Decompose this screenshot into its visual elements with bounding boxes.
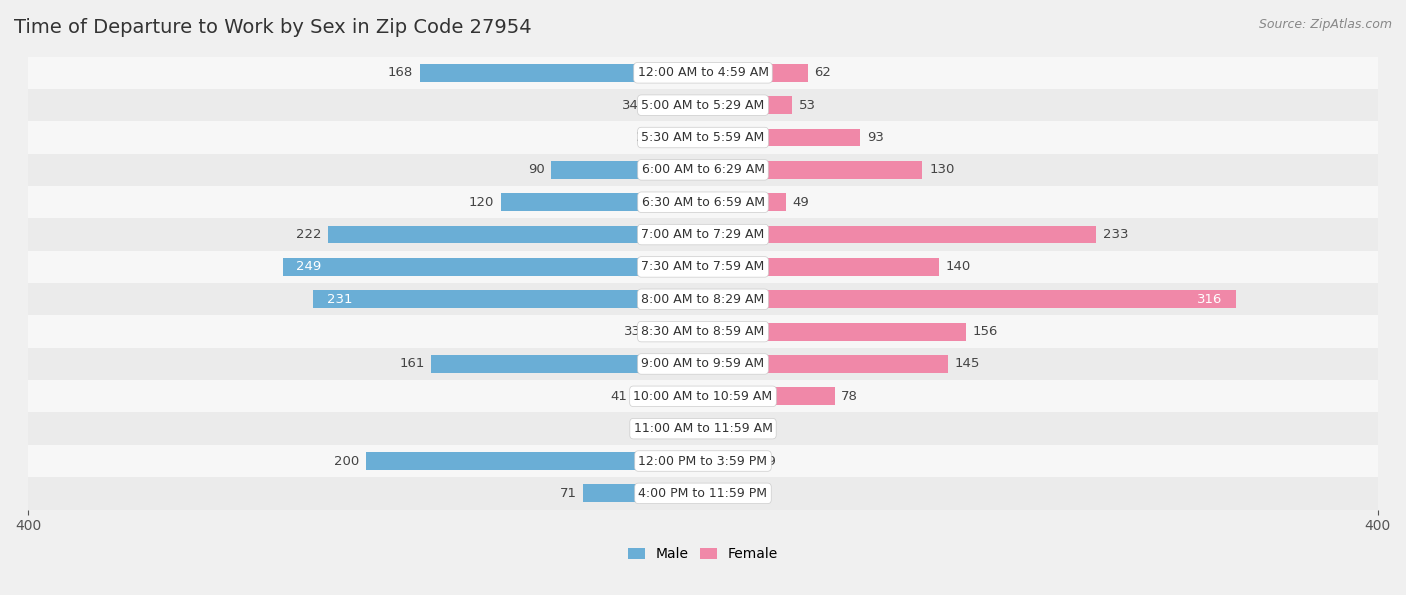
- Bar: [28, 445, 1378, 477]
- Bar: [28, 121, 1378, 154]
- Text: 5:30 AM to 5:59 AM: 5:30 AM to 5:59 AM: [641, 131, 765, 144]
- Bar: [703, 64, 807, 82]
- Text: 11:00 AM to 11:59 AM: 11:00 AM to 11:59 AM: [634, 422, 772, 435]
- Text: 17: 17: [651, 422, 668, 435]
- Bar: [28, 348, 1378, 380]
- Bar: [419, 64, 703, 82]
- Bar: [551, 161, 703, 178]
- Bar: [703, 419, 714, 437]
- Text: 222: 222: [297, 228, 322, 241]
- Bar: [659, 129, 703, 146]
- Text: 7: 7: [721, 422, 730, 435]
- Bar: [675, 419, 703, 437]
- Text: 34: 34: [621, 99, 638, 112]
- Text: 78: 78: [841, 390, 858, 403]
- Bar: [703, 129, 860, 146]
- Bar: [366, 452, 703, 470]
- Text: 90: 90: [527, 164, 544, 176]
- Text: 249: 249: [297, 261, 322, 274]
- Text: 12:00 AM to 4:59 AM: 12:00 AM to 4:59 AM: [637, 66, 769, 79]
- Bar: [28, 283, 1378, 315]
- Text: 33: 33: [624, 325, 641, 338]
- Bar: [703, 484, 725, 502]
- Bar: [703, 96, 793, 114]
- Text: 7:30 AM to 7:59 AM: 7:30 AM to 7:59 AM: [641, 261, 765, 274]
- Text: 5:00 AM to 5:29 AM: 5:00 AM to 5:29 AM: [641, 99, 765, 112]
- Text: 4:00 PM to 11:59 PM: 4:00 PM to 11:59 PM: [638, 487, 768, 500]
- Bar: [28, 380, 1378, 412]
- Bar: [703, 226, 1097, 243]
- Text: 93: 93: [866, 131, 883, 144]
- Text: 53: 53: [799, 99, 815, 112]
- Text: 8:00 AM to 8:29 AM: 8:00 AM to 8:29 AM: [641, 293, 765, 306]
- Bar: [314, 290, 703, 308]
- Text: 145: 145: [955, 358, 980, 371]
- Bar: [647, 322, 703, 340]
- Bar: [703, 322, 966, 340]
- Text: 233: 233: [1102, 228, 1129, 241]
- Bar: [329, 226, 703, 243]
- Bar: [583, 484, 703, 502]
- Text: 9:00 AM to 9:59 AM: 9:00 AM to 9:59 AM: [641, 358, 765, 371]
- Text: 62: 62: [814, 66, 831, 79]
- Text: 140: 140: [946, 261, 972, 274]
- Bar: [645, 96, 703, 114]
- Bar: [28, 315, 1378, 348]
- Text: 200: 200: [333, 455, 359, 468]
- Text: Source: ZipAtlas.com: Source: ZipAtlas.com: [1258, 18, 1392, 31]
- Text: 120: 120: [468, 196, 494, 209]
- Text: 156: 156: [973, 325, 998, 338]
- Bar: [28, 218, 1378, 250]
- Text: 29: 29: [759, 455, 776, 468]
- Text: 12:00 PM to 3:59 PM: 12:00 PM to 3:59 PM: [638, 455, 768, 468]
- Bar: [432, 355, 703, 373]
- Legend: Male, Female: Male, Female: [628, 547, 778, 562]
- Bar: [283, 258, 703, 276]
- Bar: [501, 193, 703, 211]
- Text: 71: 71: [560, 487, 576, 500]
- Bar: [28, 89, 1378, 121]
- Text: 161: 161: [399, 358, 425, 371]
- Bar: [28, 412, 1378, 445]
- Bar: [703, 387, 835, 405]
- Bar: [28, 250, 1378, 283]
- Bar: [28, 477, 1378, 509]
- Bar: [703, 452, 752, 470]
- Text: 10:00 AM to 10:59 AM: 10:00 AM to 10:59 AM: [634, 390, 772, 403]
- Bar: [28, 154, 1378, 186]
- Text: 26: 26: [636, 131, 652, 144]
- Bar: [703, 161, 922, 178]
- Text: 8:30 AM to 8:59 AM: 8:30 AM to 8:59 AM: [641, 325, 765, 338]
- Text: 316: 316: [1198, 293, 1223, 306]
- Text: 41: 41: [610, 390, 627, 403]
- Text: 7:00 AM to 7:29 AM: 7:00 AM to 7:29 AM: [641, 228, 765, 241]
- Text: 231: 231: [326, 293, 353, 306]
- Text: 168: 168: [388, 66, 413, 79]
- Text: 49: 49: [793, 196, 810, 209]
- Text: 13: 13: [731, 487, 748, 500]
- Bar: [634, 387, 703, 405]
- Bar: [703, 258, 939, 276]
- Bar: [703, 290, 1236, 308]
- Bar: [28, 57, 1378, 89]
- Text: Time of Departure to Work by Sex in Zip Code 27954: Time of Departure to Work by Sex in Zip …: [14, 18, 531, 37]
- Text: 6:30 AM to 6:59 AM: 6:30 AM to 6:59 AM: [641, 196, 765, 209]
- Bar: [703, 355, 948, 373]
- Text: 130: 130: [929, 164, 955, 176]
- Text: 6:00 AM to 6:29 AM: 6:00 AM to 6:29 AM: [641, 164, 765, 176]
- Bar: [28, 186, 1378, 218]
- Bar: [703, 193, 786, 211]
